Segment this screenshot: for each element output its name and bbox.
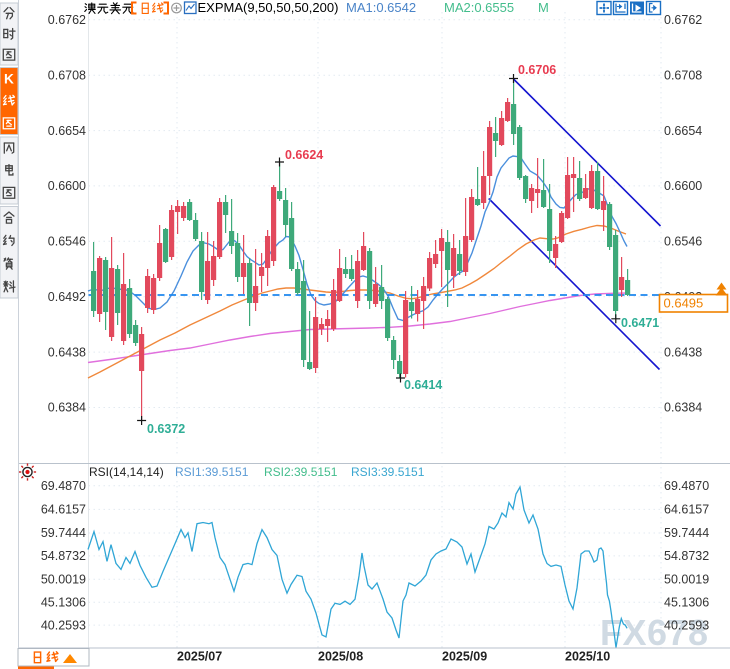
svg-text:0.6600: 0.6600: [664, 179, 702, 193]
svg-text:54.8732: 54.8732: [664, 549, 709, 563]
svg-text:EXPMA(9,50,50,50,200): EXPMA(9,50,50,50,200): [198, 0, 339, 15]
svg-text:0.6546: 0.6546: [664, 235, 702, 249]
svg-text:0.6372: 0.6372: [147, 422, 185, 436]
svg-text:2025/10: 2025/10: [565, 650, 610, 664]
svg-text:0.6384: 0.6384: [48, 401, 86, 415]
svg-text:0.6600: 0.6600: [48, 179, 86, 193]
svg-text:69.4870: 69.4870: [664, 479, 709, 493]
svg-text:RSI(14,14,14): RSI(14,14,14): [89, 465, 164, 479]
svg-text:69.4870: 69.4870: [41, 479, 86, 493]
svg-text:0.6492: 0.6492: [48, 290, 86, 304]
svg-text:54.8732: 54.8732: [41, 549, 86, 563]
svg-text:RSI3:39.5151: RSI3:39.5151: [351, 465, 425, 479]
svg-text:0.6654: 0.6654: [664, 124, 702, 138]
svg-text:MA2:0.6555: MA2:0.6555: [444, 0, 514, 15]
svg-text:0.6495: 0.6495: [664, 296, 704, 311]
svg-text:0.6706: 0.6706: [518, 63, 556, 77]
svg-text:64.6157: 64.6157: [41, 503, 86, 517]
svg-text:59.7444: 59.7444: [664, 526, 709, 540]
svg-text:50.0019: 50.0019: [664, 573, 709, 587]
svg-text:0.6654: 0.6654: [48, 124, 86, 138]
svg-text:0.6438: 0.6438: [664, 345, 702, 359]
svg-text:45.1306: 45.1306: [664, 595, 709, 609]
svg-text:0.6708: 0.6708: [664, 68, 702, 82]
svg-text:45.1306: 45.1306: [41, 595, 86, 609]
svg-text:0.6384: 0.6384: [664, 401, 702, 415]
svg-text:RSI2:39.5151: RSI2:39.5151: [264, 465, 338, 479]
svg-text:0.6762: 0.6762: [48, 13, 86, 27]
svg-text:40.2593: 40.2593: [664, 618, 709, 632]
svg-text:MA1:0.6542: MA1:0.6542: [346, 0, 416, 15]
svg-text:0.6624: 0.6624: [285, 148, 323, 162]
svg-text:50.0019: 50.0019: [41, 573, 86, 587]
svg-text:40.2593: 40.2593: [41, 618, 86, 632]
svg-text:0.6414: 0.6414: [404, 378, 442, 392]
svg-text:64.6157: 64.6157: [664, 503, 709, 517]
svg-text:0.6762: 0.6762: [664, 13, 702, 27]
svg-text:2025/09: 2025/09: [442, 650, 487, 664]
svg-text:0.6546: 0.6546: [48, 235, 86, 249]
svg-text:0.6471: 0.6471: [621, 316, 659, 330]
svg-text:2025/08: 2025/08: [318, 650, 363, 664]
svg-text:0.6438: 0.6438: [48, 345, 86, 359]
svg-text:0.6708: 0.6708: [48, 68, 86, 82]
svg-text:RSI1:39.5151: RSI1:39.5151: [175, 465, 249, 479]
svg-text:M: M: [538, 0, 549, 15]
svg-text:2025/07: 2025/07: [177, 650, 222, 664]
svg-text:59.7444: 59.7444: [41, 526, 86, 540]
svg-text:K: K: [4, 72, 14, 87]
